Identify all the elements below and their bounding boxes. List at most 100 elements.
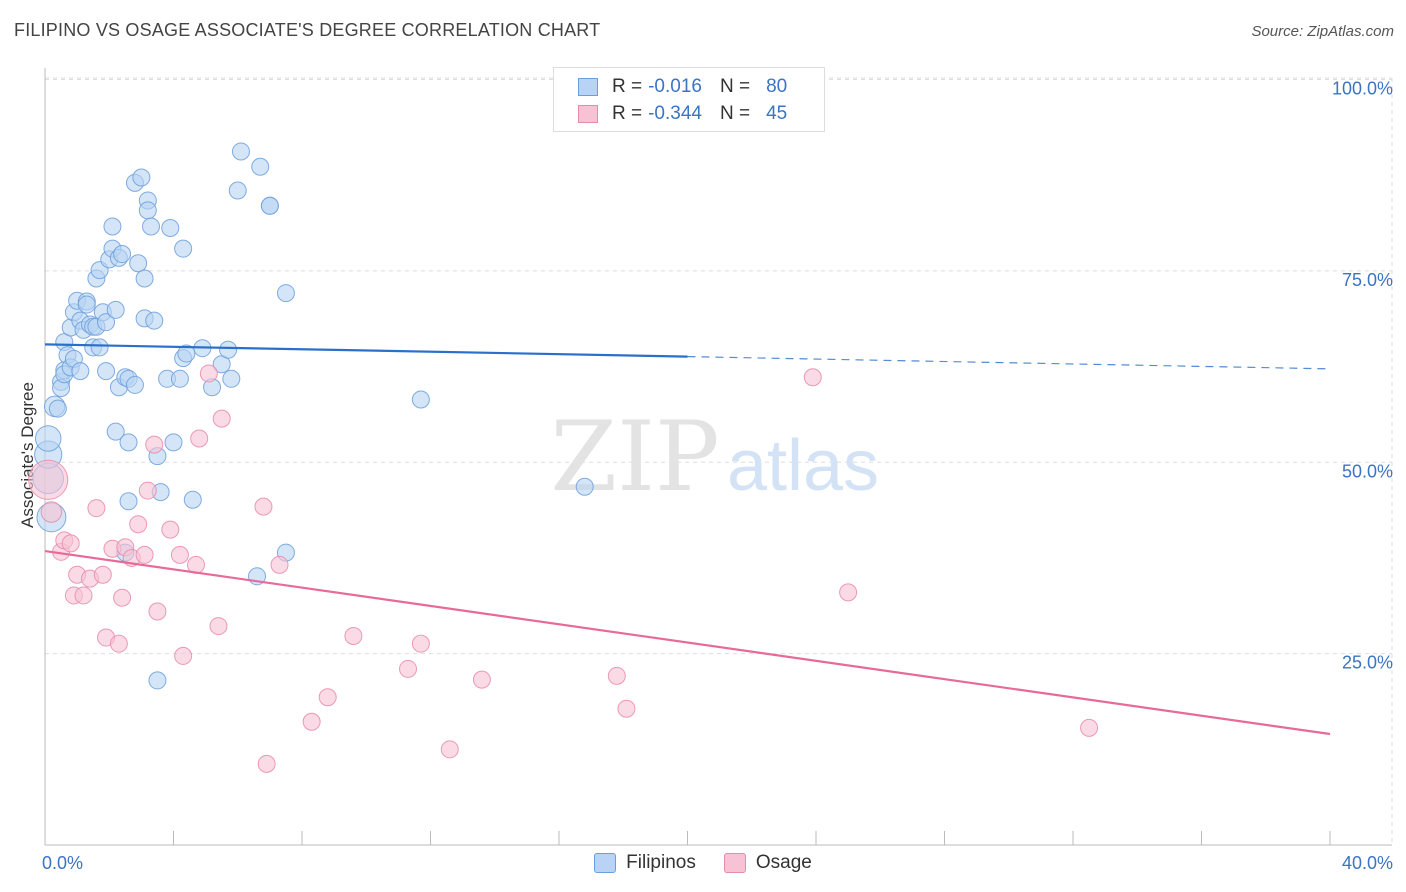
filipinos-point	[222, 369, 241, 388]
osage-point	[74, 586, 93, 605]
osage-point	[257, 754, 276, 773]
legend-swatch-filipinos	[578, 78, 598, 96]
y-tick-label: 100.0%	[1332, 79, 1393, 99]
osage-point	[318, 688, 337, 707]
filipinos-point	[119, 492, 138, 511]
filipinos-point	[276, 284, 295, 303]
osage-point	[138, 481, 157, 500]
filipinos-point	[48, 399, 67, 418]
watermark-zip: ZIP	[550, 401, 719, 513]
legend-n-label: N =	[719, 103, 751, 124]
filipinos-point	[219, 340, 238, 359]
osage-point	[148, 602, 167, 621]
filipinos-point	[138, 201, 157, 220]
points-layer	[28, 142, 1099, 773]
osage-point	[161, 520, 180, 539]
y-tick-label: 75.0%	[1342, 270, 1393, 290]
x-tick-label: 40.0%	[1342, 853, 1393, 873]
filipinos-point	[148, 671, 167, 690]
filipinos-point	[34, 425, 62, 452]
legend-label-filipinos: Filipinos	[626, 852, 696, 873]
filipinos-point	[129, 254, 148, 273]
filipinos-point	[161, 219, 180, 238]
osage-point	[170, 545, 189, 564]
legend-n-value: 45	[766, 103, 788, 124]
series-legend: Filipinos Osage	[0, 852, 1406, 874]
osage-point	[113, 588, 132, 607]
osage-point	[87, 499, 106, 518]
osage-point	[209, 617, 228, 636]
filipinos-point	[170, 369, 189, 388]
filipinos-point	[164, 433, 183, 452]
osage-point	[607, 666, 626, 685]
osage-point	[440, 740, 459, 759]
legend-row-filipinos: R = -0.016 N = 80	[578, 75, 787, 99]
filipinos-point	[106, 300, 125, 319]
filipinos-point	[174, 239, 193, 258]
legend-n-value: 80	[766, 76, 788, 97]
legend-row-osage: R = -0.344 N = 45	[578, 102, 787, 126]
osage-point	[411, 634, 430, 653]
filipinos-point	[132, 168, 151, 187]
filipinos-point	[113, 245, 132, 264]
legend-r-label: R =	[612, 76, 643, 97]
x-tick-label: 0.0%	[42, 853, 83, 873]
legend-swatch-filipinos	[594, 853, 617, 873]
source-label: Source: ZipAtlas.com	[1251, 23, 1394, 40]
osage-point	[212, 409, 231, 428]
filipinos-point	[135, 269, 154, 288]
osage-point	[129, 515, 148, 534]
osage-point	[93, 565, 112, 584]
legend-item-osage[interactable]: Osage	[723, 852, 812, 874]
filipinos-point	[575, 477, 594, 496]
filipinos-point	[106, 422, 125, 441]
osage-point	[190, 429, 209, 448]
filipinos-point	[142, 217, 161, 236]
filipinos-point	[97, 362, 116, 381]
trendline-filipinos-projection	[687, 356, 1331, 370]
osage-point	[109, 634, 128, 653]
legend-swatch-osage	[723, 853, 746, 873]
osage-point	[145, 435, 164, 454]
trendline-filipinos	[44, 343, 688, 358]
trendline-osage	[44, 549, 1331, 736]
filipinos-point	[228, 181, 247, 200]
y-tick-label: 50.0%	[1342, 461, 1393, 481]
filipinos-point	[71, 362, 90, 381]
filipinos-point	[145, 311, 164, 330]
osage-point	[270, 555, 289, 574]
osage-point	[344, 627, 363, 646]
osage-point	[399, 659, 418, 678]
osage-point	[839, 583, 858, 602]
osage-point	[1080, 718, 1099, 737]
osage-point	[472, 670, 491, 689]
filipinos-point	[97, 313, 116, 332]
chart-title: FILIPINO VS OSAGE ASSOCIATE'S DEGREE COR…	[14, 20, 601, 40]
filipinos-point	[231, 142, 250, 161]
osage-point	[61, 534, 80, 553]
watermark: ZIP atlas	[550, 401, 879, 513]
filipinos-point	[183, 490, 202, 509]
filipinos-point	[411, 390, 430, 409]
filipinos-point	[103, 217, 122, 236]
y-tick-label: 25.0%	[1342, 653, 1393, 673]
filipinos-point	[119, 433, 138, 452]
filipinos-point	[177, 344, 196, 363]
osage-point	[803, 368, 822, 387]
legend-r-value: -0.344	[648, 103, 702, 124]
filipinos-point	[90, 338, 109, 357]
legend-item-filipinos[interactable]: Filipinos	[594, 852, 696, 874]
filipinos-point	[77, 295, 96, 314]
osage-point	[254, 497, 273, 516]
filipinos-point	[260, 196, 279, 215]
osage-point	[135, 545, 154, 564]
tick-label-layer: 25.0% 50.0% 75.0% 100.0% 0.0% 40.0%	[42, 79, 1393, 874]
filipinos-point	[125, 375, 144, 394]
legend-label-osage: Osage	[755, 852, 812, 873]
osage-point	[174, 646, 193, 665]
osage-point	[617, 699, 636, 718]
legend-r-value: -0.016	[648, 76, 702, 97]
trend-layer	[44, 343, 1331, 736]
legend-swatch-osage	[578, 105, 598, 123]
